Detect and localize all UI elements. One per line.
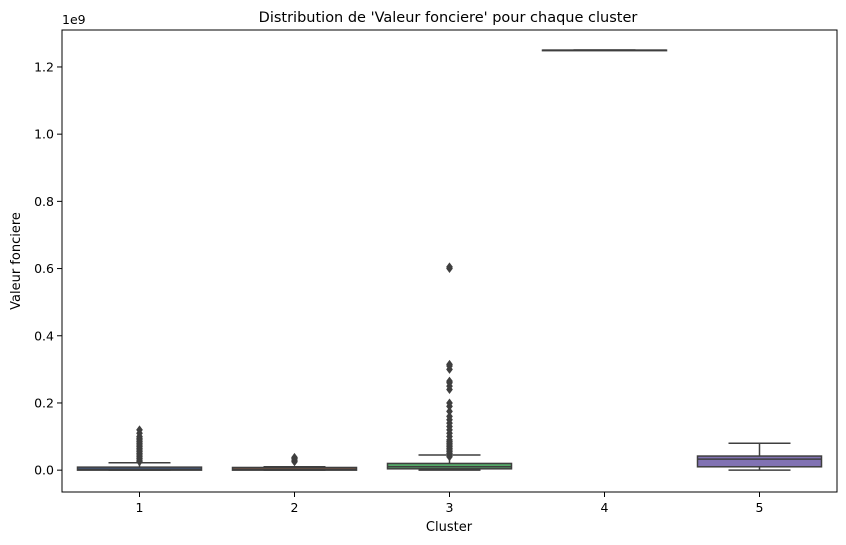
- outlier-point: [446, 411, 453, 421]
- outlier-point: [446, 262, 453, 272]
- y-axis: 0.0 0.2 0.4 0.6 0.8 1.0 1.2: [34, 59, 62, 478]
- outlier-point: [446, 406, 453, 416]
- x-tick-label: 4: [601, 500, 609, 515]
- y-tick-label: 1.0: [34, 127, 54, 142]
- outlier-point: [446, 398, 453, 408]
- plot-area: [76, 49, 823, 471]
- outlier-point: [136, 425, 143, 435]
- x-tick-label: 1: [136, 500, 144, 515]
- box-cluster-4: [541, 49, 668, 52]
- x-tick-label: 2: [291, 500, 299, 515]
- y-offset-label: 1e9: [62, 12, 86, 27]
- outlier-point: [446, 359, 453, 369]
- outlier-point: [446, 376, 453, 386]
- chart-title: Distribution de 'Valeur fonciere' pour c…: [259, 10, 638, 26]
- box-cluster-3: [386, 262, 513, 471]
- iqr-box: [696, 455, 823, 468]
- y-tick-label: 0.2: [34, 395, 54, 410]
- y-axis-label: Valeur fonciere: [9, 212, 24, 310]
- y-tick-label: 0.0: [34, 463, 54, 478]
- x-tick-label: 5: [756, 500, 764, 515]
- x-axis-label: Cluster: [426, 520, 473, 535]
- box-cluster-1: [76, 425, 203, 471]
- box-cluster-2: [231, 452, 358, 471]
- x-tick-label: 3: [446, 500, 454, 515]
- y-tick-label: 1.2: [34, 59, 54, 74]
- y-tick-label: 0.6: [34, 261, 54, 276]
- y-tick-label: 0.8: [34, 194, 54, 209]
- box-cluster-5: [696, 442, 823, 471]
- outlier-point: [291, 452, 298, 462]
- x-axis: 1 2 3 4 5: [136, 492, 764, 515]
- y-tick-label: 0.4: [34, 328, 54, 343]
